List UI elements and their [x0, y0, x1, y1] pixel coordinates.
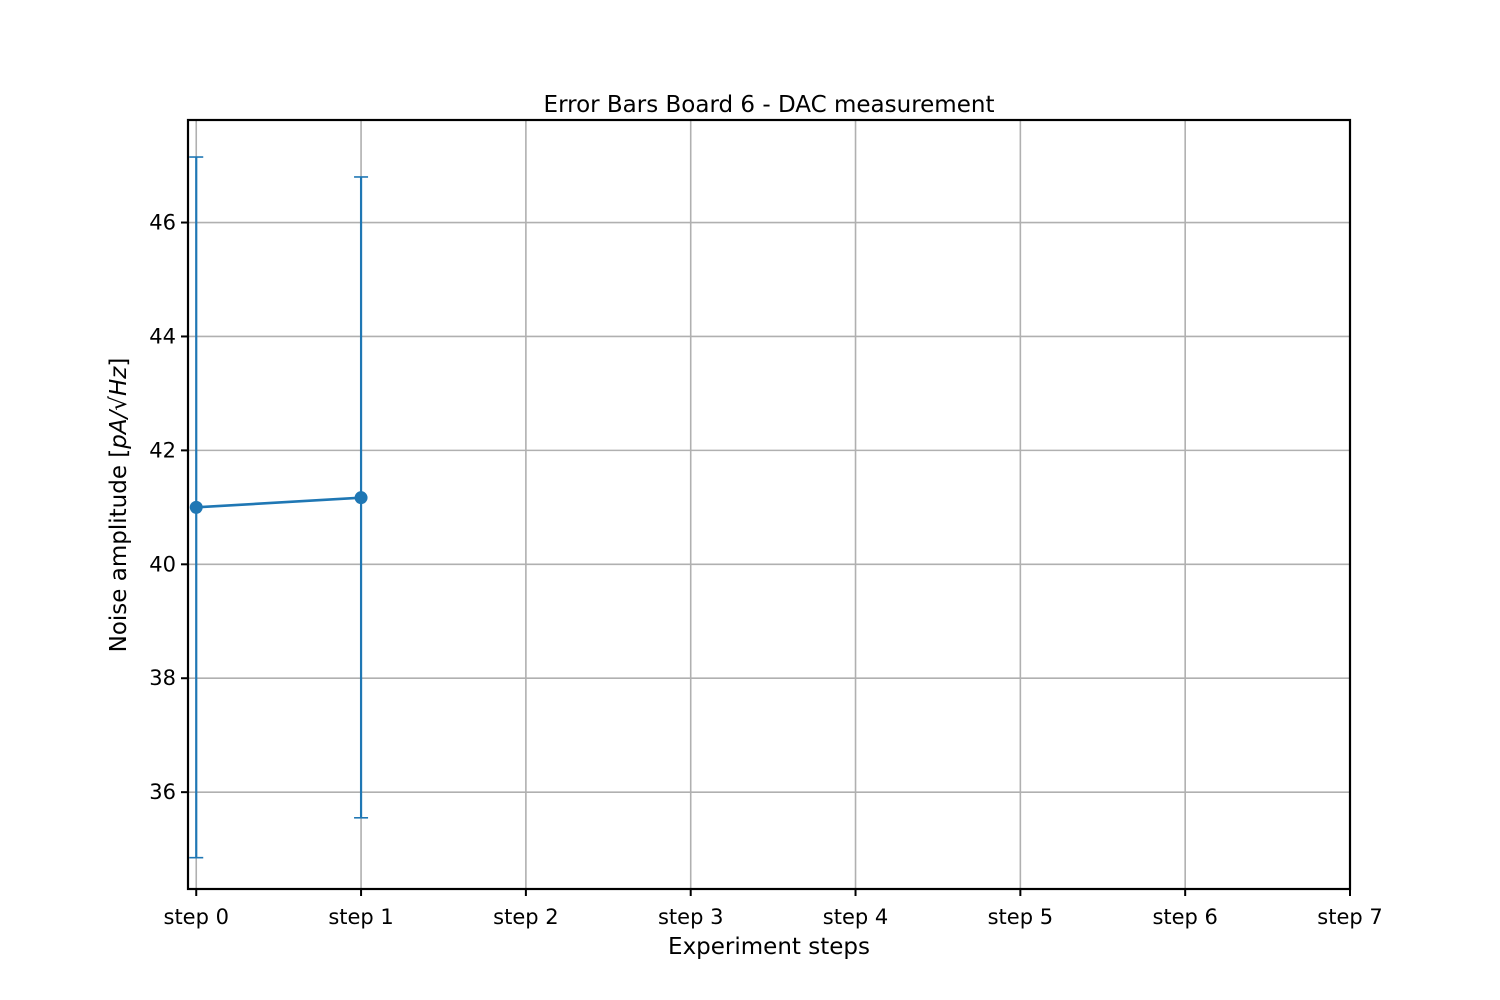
grid: [188, 120, 1351, 889]
y-tick-label: 46: [149, 211, 176, 235]
y-tick-label: 38: [149, 666, 176, 690]
x-tick-label: step 5: [988, 905, 1053, 929]
x-tick-label: step 4: [823, 905, 888, 929]
y-tick-label: 42: [149, 438, 176, 462]
x-tick-label: step 1: [328, 905, 393, 929]
data-point: [189, 500, 203, 514]
y-tick-label: 44: [149, 324, 176, 348]
y-axis-label-text: Noise amplitude [: [106, 449, 132, 653]
x-tick-label: step 0: [164, 905, 229, 929]
y-axis-ticks: 36 38 40 42 44 46: [149, 211, 188, 804]
x-tick-label: step 2: [493, 905, 558, 929]
y-tick-label: 40: [149, 552, 176, 576]
y-axis-label-close: ]: [106, 358, 132, 367]
y-axis-label-unit: pA/√Hz: [106, 366, 132, 450]
x-tick-label: step 6: [1152, 905, 1217, 929]
series-line: [196, 496, 362, 509]
x-tick-label: step 7: [1317, 905, 1382, 929]
data-point: [354, 491, 368, 505]
plot-area-frame: [186, 118, 1352, 891]
chart-title: Error Bars Board 6 - DAC measurement: [544, 92, 995, 118]
series-layer: [189, 156, 369, 859]
x-axis-ticks: step 0 step 1 step 2 step 3 step 4 step 5 step…: [164, 889, 1383, 929]
x-axis-label: Experiment steps: [668, 934, 870, 960]
y-tick-label: 36: [149, 780, 176, 804]
x-tick-label: step 3: [658, 905, 723, 929]
y-axis-label: Noise amplitude [pA/√Hz]: [106, 358, 132, 653]
